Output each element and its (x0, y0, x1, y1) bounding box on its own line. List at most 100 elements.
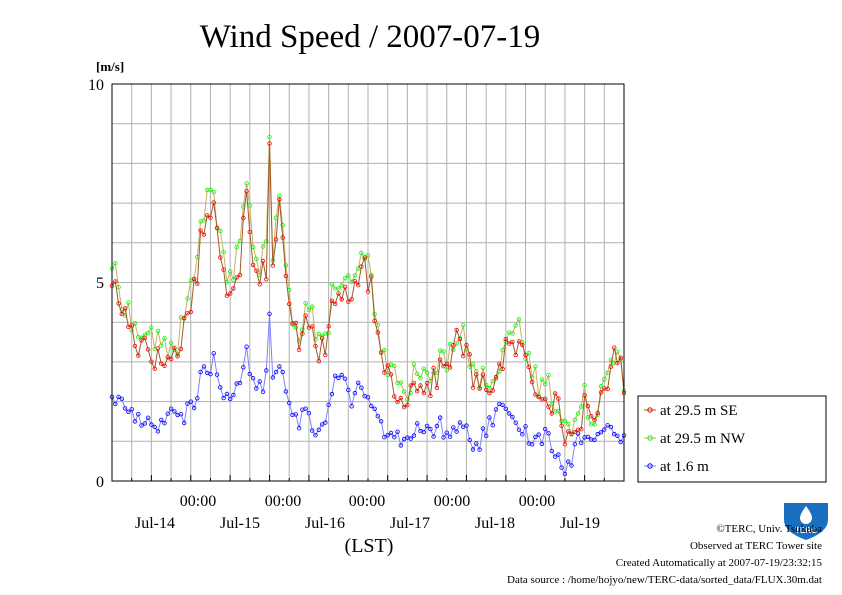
series-point-1 (313, 337, 318, 342)
series-point-0 (408, 383, 413, 388)
series-point-1 (116, 285, 121, 290)
x-date-label: Jul-15 (220, 515, 260, 532)
series-point-2 (122, 406, 128, 411)
series-point-2 (231, 392, 236, 398)
series-point-2 (208, 371, 213, 377)
series-point-2 (464, 423, 469, 428)
series-point-0 (257, 282, 262, 287)
series-point-0 (480, 372, 486, 377)
terc-logo: TERC (784, 503, 828, 540)
series-point-1 (529, 375, 535, 380)
legend-label-nw: at 29.5 m NW (660, 431, 746, 447)
series-point-2 (191, 405, 197, 411)
series-point-2 (244, 344, 249, 349)
series-point-1 (401, 389, 407, 394)
series-point-0 (270, 263, 275, 268)
series-point-0 (493, 374, 499, 380)
series-point-1 (484, 382, 489, 388)
series-point-0 (198, 228, 203, 233)
series-point-1 (415, 371, 420, 376)
series-point-0 (175, 354, 180, 359)
series-point-1 (411, 362, 417, 367)
series-point-2 (316, 427, 321, 432)
series-point-2 (319, 422, 325, 427)
series-point-2 (224, 391, 230, 397)
series-point-1 (316, 331, 321, 337)
series-point-0 (546, 404, 551, 409)
series-point-2 (615, 433, 620, 438)
series-point-2 (247, 371, 252, 377)
series-point-0 (536, 394, 541, 400)
series-point-0 (375, 330, 380, 335)
series-point-0 (513, 352, 518, 358)
series-point-2 (566, 459, 571, 464)
series-point-2 (359, 385, 364, 390)
series-point-0 (523, 352, 528, 358)
series-point-1 (513, 323, 518, 328)
series-point-1 (342, 276, 348, 281)
legend-label-low: at 1.6 m (660, 459, 709, 475)
series-point-0 (484, 387, 489, 392)
grid-lines (111, 84, 624, 481)
series-point-0 (543, 396, 548, 401)
series-point-0 (474, 372, 479, 377)
series-point-2 (385, 433, 390, 438)
series-point-1 (539, 377, 545, 382)
series-point-2 (119, 396, 124, 401)
series-point-2 (356, 380, 361, 385)
series-point-2 (195, 396, 200, 401)
series-point-2 (529, 442, 535, 447)
series-point-1 (221, 249, 226, 255)
series-point-1 (454, 341, 459, 346)
series-point-2 (369, 403, 374, 409)
series-point-2 (451, 425, 456, 430)
series-point-0 (431, 365, 436, 371)
series-point-0 (162, 363, 167, 368)
series-point-2 (477, 447, 482, 452)
series-point-0 (132, 343, 138, 349)
series-point-2 (185, 401, 190, 406)
series-point-2 (260, 389, 266, 394)
series-point-1 (208, 187, 213, 193)
series-point-2 (454, 429, 459, 434)
series-point-0 (145, 347, 151, 352)
series-point-2 (303, 406, 308, 411)
series-point-1 (533, 364, 538, 369)
series-point-0 (401, 404, 407, 410)
series-point-2 (411, 433, 417, 438)
series-point-2 (293, 412, 298, 417)
series-point-0 (346, 299, 351, 304)
series-point-2 (605, 423, 610, 428)
series-point-2 (280, 369, 285, 375)
series-line-0 (111, 143, 625, 445)
series-point-2 (533, 434, 538, 440)
series-point-1 (562, 418, 568, 423)
series-point-0 (152, 366, 157, 371)
series-point-1 (264, 239, 269, 244)
series-point-0 (356, 283, 361, 288)
series-point-2 (503, 406, 508, 411)
series-point-2 (424, 423, 430, 429)
series-point-0 (454, 327, 459, 333)
series-point-1 (615, 349, 620, 354)
series-point-0 (559, 423, 564, 428)
series-point-0 (434, 385, 440, 391)
series-point-0 (470, 385, 476, 390)
x-time-label: 00:00 (349, 493, 385, 510)
plot-frame (111, 83, 625, 482)
series-point-0 (264, 277, 269, 282)
series-point-0 (287, 301, 292, 307)
series-point-2 (375, 414, 380, 419)
series-point-0 (342, 284, 348, 289)
series-point-1 (566, 422, 571, 427)
series-point-0 (365, 289, 371, 294)
series-point-0 (224, 293, 230, 298)
series-point-1 (608, 357, 614, 362)
series-point-0 (339, 297, 344, 302)
chart-title: Wind Speed / 2007-07-19 (200, 19, 541, 55)
series-point-0 (589, 414, 594, 419)
series-point-1 (441, 349, 446, 354)
series-point-2 (227, 396, 233, 402)
series-point-2 (602, 427, 607, 432)
series-point-0 (421, 390, 426, 396)
